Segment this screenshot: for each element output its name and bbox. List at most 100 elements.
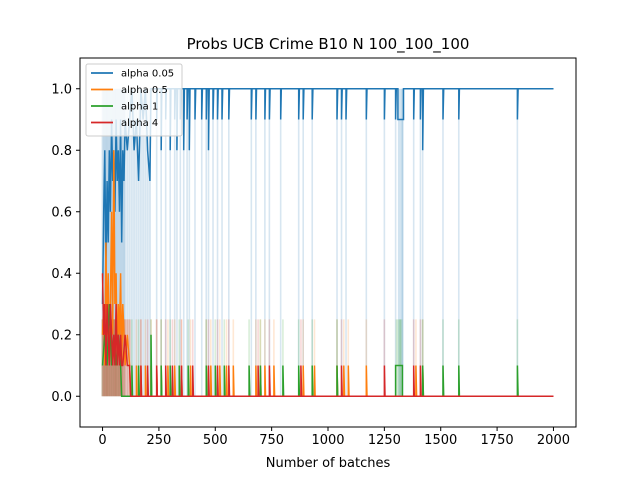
band-alpha-0-5 (347, 319, 350, 397)
band-alpha-0-5 (144, 319, 147, 397)
legend-frame (85, 63, 183, 137)
band-alpha-0-05 (516, 88, 519, 397)
band-alpha-1 (457, 319, 460, 397)
band-alpha-1 (311, 319, 314, 397)
x-tick-label: 0 (98, 433, 106, 448)
band-alpha-0-5 (167, 319, 169, 397)
band-alpha-1 (131, 319, 133, 397)
band-alpha-0-05 (221, 88, 223, 397)
band-alpha-0-5 (209, 319, 212, 397)
band-alpha-0-05 (137, 88, 140, 397)
band-alpha-0-05 (397, 88, 404, 397)
band-alpha-0-05 (121, 88, 124, 397)
band-alpha-0-5 (264, 319, 266, 397)
legend-label: alpha 1 (121, 102, 158, 113)
band-alpha-0-05 (340, 88, 343, 397)
x-tick-label: 1000 (311, 433, 344, 448)
band-alpha-0-5 (112, 319, 115, 397)
band-alpha-1 (169, 319, 171, 397)
band-alpha-0-05 (176, 88, 178, 397)
legend-label: alpha 0.5 (121, 85, 168, 96)
band-alpha-0-05 (457, 88, 460, 397)
band-alpha-0-05 (139, 88, 142, 397)
band-alpha-1 (117, 319, 120, 397)
band-alpha-0-05 (228, 88, 230, 397)
band-alpha-0-05 (130, 88, 133, 397)
band-alpha-1 (137, 319, 140, 397)
band-alpha-0-5 (160, 319, 162, 397)
band-alpha-0-5 (232, 319, 235, 397)
band-alpha-0-05 (133, 88, 136, 397)
chart-title: Probs UCB Crime B10 N 100_100_100 (187, 35, 470, 54)
band-alpha-1 (248, 319, 250, 397)
band-alpha-4 (412, 319, 415, 397)
band-alpha-0-5 (189, 319, 192, 397)
band-alpha-0-05 (101, 88, 104, 397)
plot-area-frame (79, 57, 577, 428)
band-alpha-0-05 (179, 88, 182, 397)
band-alpha-4 (257, 319, 259, 397)
x-tick-label: 2000 (537, 433, 570, 448)
band-alpha-0-05 (164, 88, 167, 397)
band-alpha-0-05 (148, 88, 151, 397)
y-tick-label: 0.8 (51, 144, 72, 159)
band-alpha-0-05 (216, 88, 219, 397)
band-alpha-0-05 (268, 88, 271, 397)
band-alpha-0-05 (103, 88, 106, 397)
band-alpha-4 (228, 319, 230, 397)
band-alpha-4 (140, 319, 142, 397)
band-alpha-0-05 (188, 88, 191, 397)
band-alpha-4 (207, 319, 210, 397)
band-alpha-0-05 (119, 88, 122, 397)
band-alpha-4 (419, 319, 422, 397)
band-alpha-0-05 (182, 88, 185, 397)
band-alpha-0-05 (169, 88, 171, 397)
band-alpha-0-5 (365, 319, 368, 397)
band-alpha-4 (300, 319, 302, 397)
band-alpha-1 (336, 319, 338, 397)
band-alpha-0-05 (250, 88, 253, 397)
band-alpha-0-5 (313, 319, 316, 397)
band-alpha-4 (155, 319, 158, 397)
band-alpha-4 (164, 319, 167, 397)
band-alpha-0-05 (442, 88, 444, 397)
band-alpha-0-05 (419, 88, 422, 397)
band-alpha-0-05 (279, 88, 282, 397)
band-alpha-0-5 (135, 319, 138, 397)
band-alpha-0-05 (255, 88, 257, 397)
band-alpha-4 (191, 319, 194, 397)
band-alpha-0-05 (205, 88, 208, 397)
band-alpha-0-5 (218, 319, 221, 397)
band-alpha-0-05 (144, 88, 147, 397)
band-alpha-1 (187, 319, 190, 397)
band-alpha-0-5 (255, 319, 257, 397)
band-alpha-0-05 (345, 88, 347, 397)
band-alpha-1 (178, 319, 180, 397)
band-alpha-0-05 (311, 88, 314, 397)
band-alpha-0-5 (107, 319, 110, 397)
band-alpha-0-05 (128, 88, 131, 397)
band-alpha-0-5 (155, 319, 158, 397)
band-alpha-0-5 (117, 319, 120, 397)
band-alpha-0-5 (415, 319, 417, 397)
band-alpha-0-05 (142, 88, 145, 397)
band-alpha-0-5 (173, 319, 176, 397)
band-alpha-0-5 (259, 319, 262, 397)
band-alpha-0-05 (212, 88, 214, 397)
band-alpha-4 (107, 319, 110, 397)
band-alpha-1 (442, 319, 444, 397)
band-alpha-1 (259, 319, 262, 397)
band-alpha-4 (180, 319, 183, 397)
band-alpha-0-5 (421, 319, 424, 397)
legend-label: alpha 0.05 (121, 69, 174, 80)
x-tick-label: 1500 (424, 433, 457, 448)
band-alpha-4 (109, 319, 112, 397)
band-alpha-0-05 (146, 88, 149, 397)
y-tick-label: 0.0 (51, 390, 72, 405)
band-alpha-0-5 (109, 319, 112, 397)
x-tick-label: 1750 (481, 433, 514, 448)
band-alpha-0-05 (186, 88, 188, 397)
band-alpha-0-5 (205, 319, 208, 397)
band-alpha-0-05 (160, 88, 162, 397)
